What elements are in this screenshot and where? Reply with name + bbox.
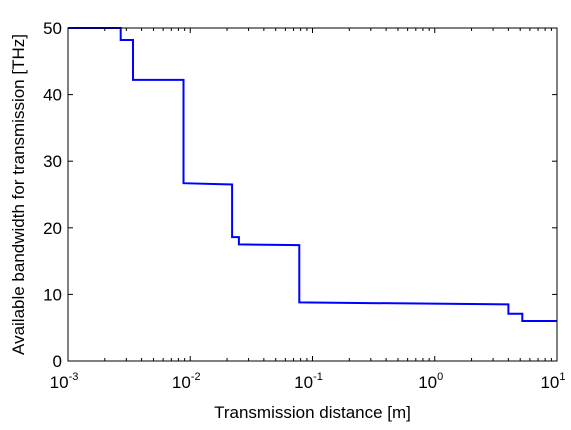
x-tick-label: 10-1: [294, 371, 323, 392]
y-tick-label: 30: [43, 152, 62, 171]
y-tick-label: 40: [43, 86, 62, 105]
y-tick-label: 20: [43, 219, 62, 238]
series-layer: [68, 27, 557, 322]
y-axis-label: Available bandwidth for transmission [TH…: [9, 34, 28, 355]
ticks-layer: 0 10 20 30 40 50 10-3 10-2 10-1 100 101: [43, 19, 565, 392]
y-tick-label: 50: [43, 19, 62, 38]
x-axis-label: Transmission distance [m]: [214, 403, 411, 422]
x-tick-label: 10-2: [172, 371, 201, 392]
y-tick-label: 0: [53, 352, 62, 371]
x-tick-label: 10-3: [50, 371, 79, 392]
bandwidth-series-line: [68, 27, 557, 322]
x-tick-label: 100: [418, 371, 443, 392]
y-tick-label: 10: [43, 285, 62, 304]
plot-area: [68, 28, 557, 361]
x-tick-label: 101: [540, 371, 565, 392]
